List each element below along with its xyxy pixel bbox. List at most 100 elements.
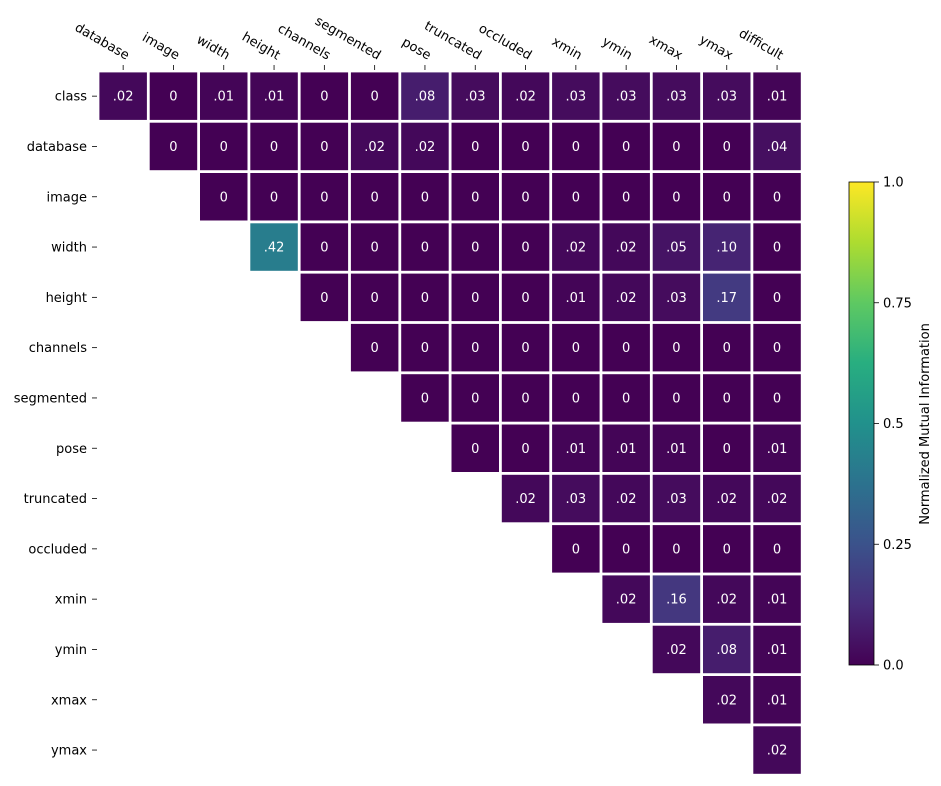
x-tick-label: ymin <box>599 34 634 63</box>
heatmap-cell <box>501 173 550 221</box>
y-axis-tick-labels: class database image width height channels seg… <box>14 90 97 759</box>
cell-value-label: .08 <box>716 643 737 658</box>
heatmap-cell <box>602 575 650 623</box>
heatmap-cell <box>703 72 751 120</box>
heatmap-cell <box>552 72 600 120</box>
colorbar-label: Normalized Mutual Information <box>918 323 933 525</box>
cell-value-label: .17 <box>716 291 737 306</box>
heatmap-cell <box>250 122 298 171</box>
cell-value-label: 0 <box>672 190 680 205</box>
heatmap-cell <box>753 525 801 573</box>
heatmap-cell <box>451 72 499 120</box>
heatmap-cell <box>350 122 399 171</box>
cell-value-label: 0 <box>723 190 731 205</box>
y-tick-label: xmax <box>51 693 87 708</box>
cell-value-label: 0 <box>320 140 328 155</box>
cell-value-label: .02 <box>515 492 536 507</box>
heatmap-cell <box>501 122 550 171</box>
heatmap-cell <box>451 223 499 271</box>
cell-value-label: .02 <box>666 643 687 658</box>
cell-value-label: 0 <box>773 391 781 406</box>
y-tick-label: image <box>47 190 88 205</box>
cell-value-label: 0 <box>572 140 580 155</box>
x-tick-label: ymax <box>697 32 736 63</box>
cell-value-label: 0 <box>320 90 328 105</box>
cell-value-label: 0 <box>672 341 680 356</box>
cell-value-label: .01 <box>767 90 788 105</box>
heatmap-cell <box>250 173 298 221</box>
cell-value-label: 0 <box>471 341 479 356</box>
cell-value-label: 0 <box>723 391 731 406</box>
heatmap-cell <box>552 374 600 422</box>
heatmap-cell <box>350 72 399 120</box>
cell-value-label: .42 <box>264 241 285 256</box>
heatmap-cell <box>602 223 650 271</box>
cell-value-label: .02 <box>716 593 737 608</box>
heatmap-cell <box>451 122 499 171</box>
cell-value-label: .03 <box>666 492 687 507</box>
heatmap-cell <box>703 173 751 221</box>
cell-value-label: .02 <box>364 140 385 155</box>
heatmap-cell <box>300 273 349 322</box>
heatmap-cell <box>200 122 248 171</box>
heatmap-cell <box>602 424 650 472</box>
cell-value-label: .02 <box>716 492 737 507</box>
cell-value-label: 0 <box>672 140 680 155</box>
heatmap-cell <box>401 72 449 120</box>
heatmap-cell <box>501 273 550 322</box>
cell-value-label: 0 <box>371 291 379 306</box>
heatmap-cell <box>602 374 650 422</box>
heatmap-cell <box>652 72 701 120</box>
heatmap-cell <box>501 374 550 422</box>
colorbar-gradient <box>848 181 875 666</box>
heatmap-cell <box>652 625 701 674</box>
heatmap-cell <box>652 173 701 221</box>
y-tick-label: class <box>55 90 87 105</box>
cell-value-label: 0 <box>521 291 529 306</box>
cell-value-label: 0 <box>371 241 379 256</box>
heatmap-cell <box>501 223 550 271</box>
x-tick-label: truncated <box>421 19 483 64</box>
cell-value-label: .04 <box>767 140 788 155</box>
cell-value-label: 0 <box>421 190 429 205</box>
heatmap-cell <box>350 223 399 271</box>
cell-value-label: .02 <box>767 744 788 759</box>
cell-value-label: 0 <box>572 190 580 205</box>
heatmap-cell <box>501 72 550 120</box>
cell-value-label: .05 <box>666 241 687 256</box>
heatmap-cell <box>753 223 801 271</box>
y-tick-label: ymin <box>55 643 87 658</box>
heatmap-cell <box>552 273 600 322</box>
cell-value-label: 0 <box>169 140 177 155</box>
cell-value-label: 0 <box>723 140 731 155</box>
cell-value-label: 0 <box>622 140 630 155</box>
cell-value-label: 0 <box>622 391 630 406</box>
heatmap-cell <box>753 273 801 322</box>
heatmap-cell <box>501 323 550 372</box>
cell-value-label: 0 <box>773 190 781 205</box>
heatmap-cell <box>652 273 701 322</box>
colorbar-tick-label: 0.75 <box>883 296 912 311</box>
heatmap-cell <box>501 474 550 523</box>
heatmap-cell <box>149 72 198 120</box>
heatmap-cell <box>753 374 801 422</box>
heatmap-cell <box>401 374 449 422</box>
heatmap-cell <box>753 122 801 171</box>
heatmap-cell <box>602 525 650 573</box>
heatmap-cell <box>652 474 701 523</box>
y-tick-label: width <box>51 241 87 256</box>
cell-value-label: .02 <box>616 492 637 507</box>
cell-value-label: 0 <box>320 190 328 205</box>
y-tick-label: height <box>46 291 87 306</box>
colorbar-ticks: 0.0 0.25 0.5 0.75 1.0 <box>874 176 912 674</box>
cell-value-label: 0 <box>723 341 731 356</box>
heatmap-cell <box>703 374 751 422</box>
heatmap-cell <box>753 173 801 221</box>
heatmap-cell <box>602 323 650 372</box>
heatmap-cell <box>652 323 701 372</box>
cell-value-label: 0 <box>421 341 429 356</box>
cell-value-label: 0 <box>672 391 680 406</box>
cell-value-label: 0 <box>421 391 429 406</box>
heatmap-cell <box>753 676 801 724</box>
heatmap-cell <box>703 273 751 322</box>
